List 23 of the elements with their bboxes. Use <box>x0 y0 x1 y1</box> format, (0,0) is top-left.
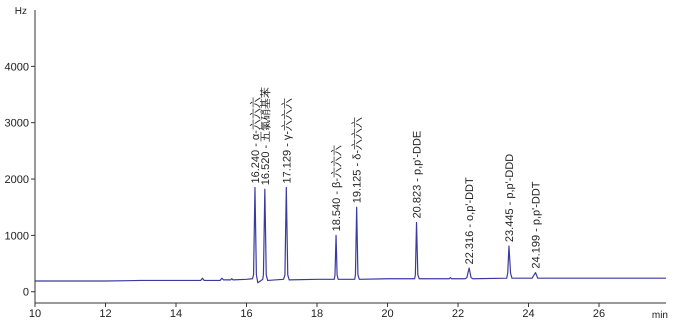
annotation: 20.823 - p,p'-DDE <box>412 130 424 218</box>
y-tick-label: 1000 <box>4 230 29 242</box>
x-axis-title: min <box>652 310 668 321</box>
y-axis-title: Hz <box>14 6 27 17</box>
x-tick-label: 22 <box>452 308 464 320</box>
annotation: 19.125 - δ-六六六 <box>350 116 364 204</box>
annotation: 18.540 - β-六六六 <box>330 144 344 232</box>
y-tick-label: 2000 <box>4 174 29 186</box>
x-tick-label: 26 <box>592 308 606 320</box>
x-tick-label: 24 <box>522 308 535 320</box>
annotation: 22.316 - o,p'-DDT <box>464 176 476 264</box>
y-tick-label: 0 <box>22 286 29 299</box>
annotation: 23.445 - p,p'-DDD <box>504 154 516 242</box>
x-tick-label: 14 <box>170 308 182 320</box>
y-tick-label: 3000 <box>4 118 29 130</box>
y-tick-label: 4000 <box>4 61 29 74</box>
x-tick-label: 12 <box>99 308 112 320</box>
annotation: 17.129 - γ-六六六 <box>280 98 294 184</box>
x-tick-label: 18 <box>310 308 324 320</box>
x-tick-label: 20 <box>381 308 394 320</box>
annotation: 24.199 - p,p'-DDT <box>530 181 543 269</box>
x-tick-label: 16 <box>240 308 253 320</box>
x-tick-label: 10 <box>28 308 42 320</box>
